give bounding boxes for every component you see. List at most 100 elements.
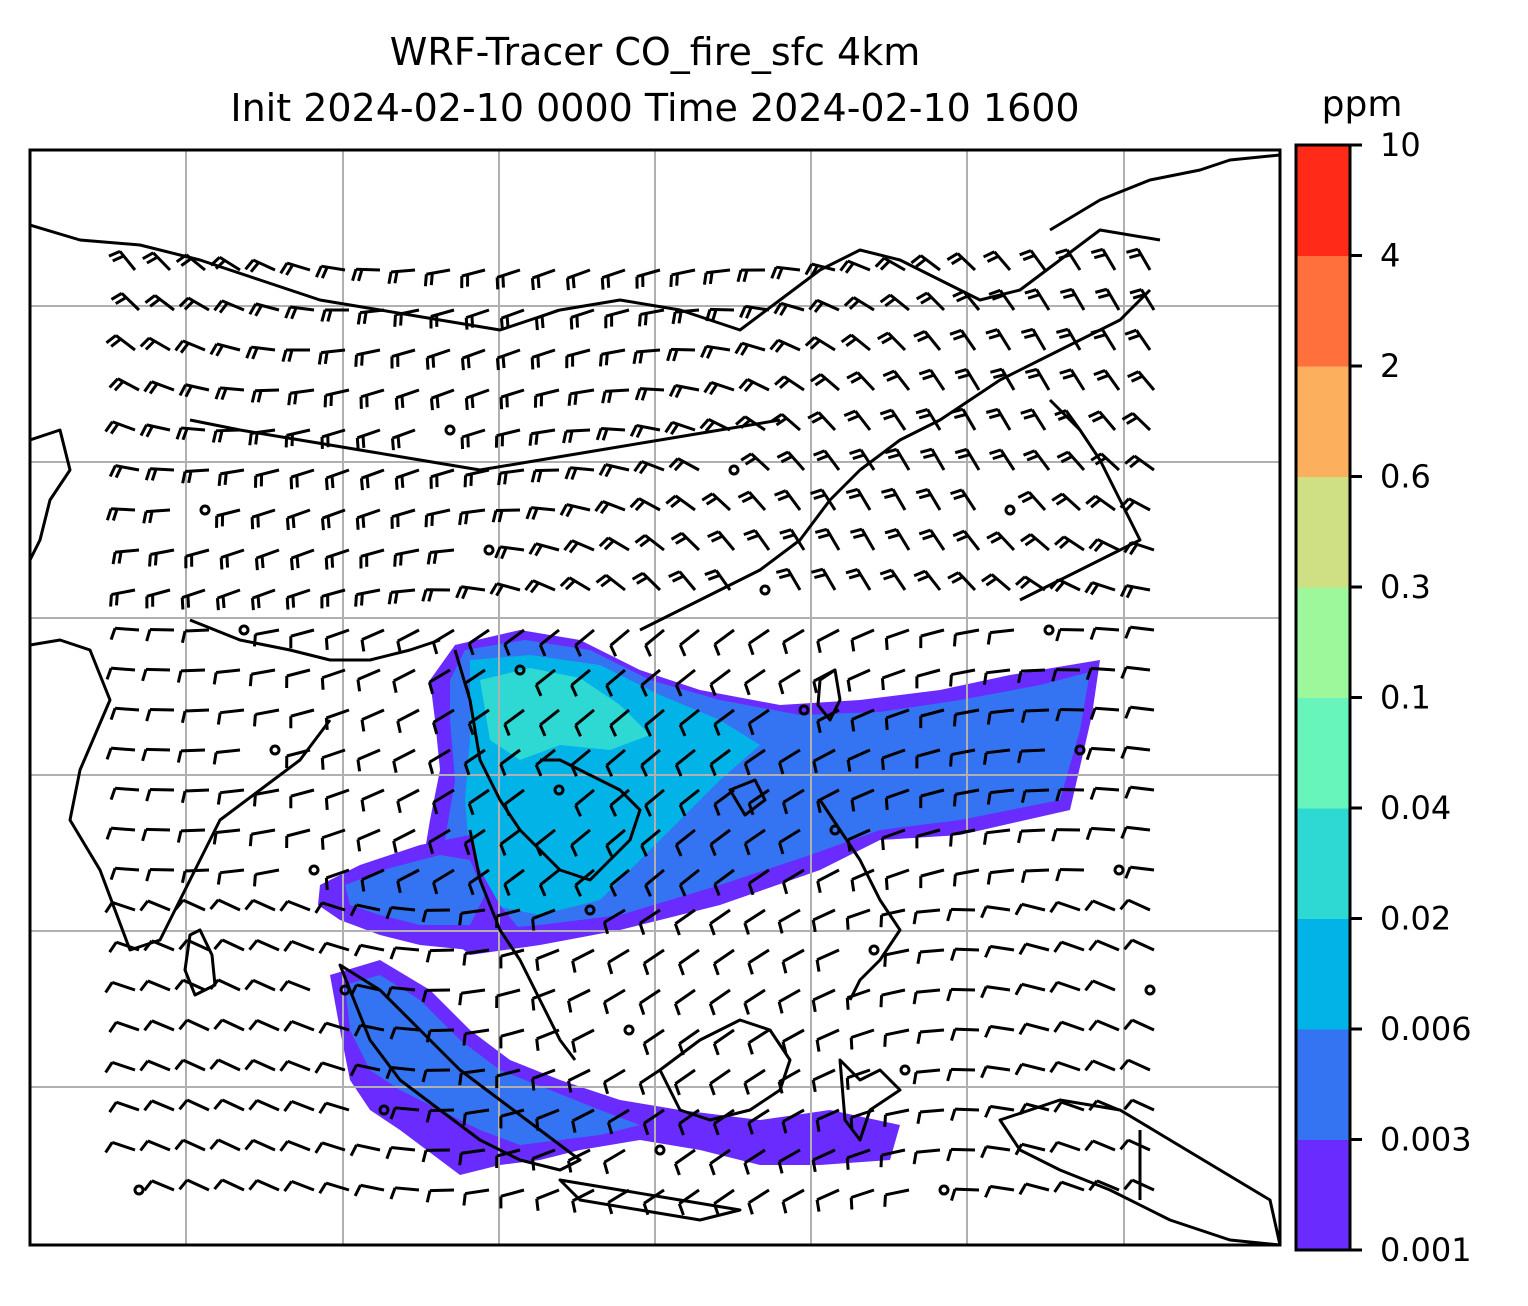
wind-barb [356, 308, 385, 325]
wind-barb [708, 1068, 731, 1096]
wind-barb [559, 576, 591, 592]
wind-barb [980, 1065, 1011, 1079]
wind-barb [606, 948, 630, 975]
calm-wind-marker [133, 1184, 145, 1196]
wind-barb [109, 626, 140, 641]
wind-barb [213, 1178, 245, 1192]
wind-barb [212, 668, 241, 685]
wind-barb [743, 988, 766, 1015]
wind-barb [318, 1181, 350, 1195]
wind-barb [880, 668, 906, 691]
wind-barb [287, 388, 315, 406]
wind-barb [982, 748, 1011, 765]
wind-barb [253, 628, 280, 647]
wind-barb [843, 296, 875, 312]
wind-barb [912, 1148, 941, 1165]
wind-barb [429, 468, 455, 489]
wind-barb [176, 748, 206, 763]
calm-wind-marker [623, 1024, 635, 1036]
wind-barb [1119, 497, 1151, 512]
wind-barb [880, 748, 906, 771]
wind-barb [531, 1068, 556, 1091]
wind-barb [499, 948, 525, 969]
wind-barb [986, 788, 1015, 805]
map-frame [28, 148, 1282, 1247]
wind-barb [708, 988, 731, 1016]
wind-barb [1020, 708, 1050, 724]
wind-barb [396, 708, 420, 734]
coastline-sulawesi [838, 1058, 902, 1142]
wind-barb [392, 748, 416, 773]
wind-barb [778, 828, 801, 855]
wind-barb [1124, 865, 1155, 879]
wind-barb [638, 1068, 661, 1096]
wind-barb [111, 548, 140, 565]
wind-barb [947, 571, 977, 592]
wind-barb [919, 788, 945, 809]
wind-barb [355, 428, 381, 450]
wind-barb [1014, 575, 1046, 592]
wind-barb [462, 1108, 490, 1126]
wind-barb [1055, 787, 1085, 802]
wind-barb [849, 1028, 875, 1050]
wind-barb [467, 628, 490, 656]
wind-barb [743, 1068, 766, 1095]
wind-barb [884, 447, 911, 471]
wind-barb [458, 908, 486, 926]
wind-barb [324, 788, 350, 811]
wind-barb [1049, 1060, 1081, 1074]
wind-barb [952, 290, 981, 311]
wind-barb [950, 947, 980, 961]
wind-barb [571, 1188, 595, 1213]
wind-barb [747, 1028, 770, 1055]
calm-wind-marker [238, 624, 250, 636]
wind-barb [1129, 288, 1156, 311]
wind-barb [600, 268, 626, 290]
wind-barb [530, 268, 556, 291]
wind-barb [180, 708, 210, 724]
wind-barb [633, 460, 665, 475]
wind-barb [324, 628, 350, 651]
wind-barb [1090, 247, 1117, 271]
wind-barb [602, 1148, 626, 1175]
wind-barb [1059, 368, 1086, 391]
graticule [30, 150, 1280, 1245]
wind-barb [289, 548, 315, 571]
wind-barb [574, 628, 595, 657]
wind-barb [990, 367, 1016, 391]
wind-barb [1049, 900, 1081, 914]
wind-barb [458, 1068, 486, 1086]
wind-barb [840, 333, 871, 352]
wind-barb [644, 788, 665, 817]
wind-barb [747, 628, 770, 656]
wind-barb [396, 868, 420, 894]
colorbar-segment [1296, 697, 1350, 809]
wind-barb [677, 1028, 700, 1056]
wind-barb [816, 868, 840, 894]
wind-barb [148, 548, 175, 567]
wind-barb [674, 828, 696, 857]
wind-barb [109, 706, 140, 721]
wind-barb [673, 908, 696, 936]
wind-barb [284, 305, 315, 320]
calm-wind-marker [1113, 864, 1125, 876]
wind-barb [535, 1028, 560, 1051]
colorbar-tick-label: 0.02 [1380, 900, 1451, 938]
wind-barb [850, 628, 875, 652]
wind-barb [713, 788, 735, 817]
wind-barb [253, 708, 280, 727]
wind-barb [495, 988, 521, 1009]
wind-barb [143, 1179, 175, 1192]
wind-barb [1088, 410, 1117, 431]
wind-barb [985, 328, 1012, 351]
wind-barb [1123, 938, 1155, 952]
wind-barb [425, 1108, 455, 1123]
wind-barb [747, 868, 770, 896]
wind-barb [609, 868, 630, 897]
wind-barb [952, 708, 980, 727]
wind-barb [248, 302, 280, 317]
wind-barb [105, 334, 136, 352]
wind-barb [811, 988, 836, 1013]
wind-barb [1018, 942, 1050, 956]
wind-barb [534, 748, 556, 777]
